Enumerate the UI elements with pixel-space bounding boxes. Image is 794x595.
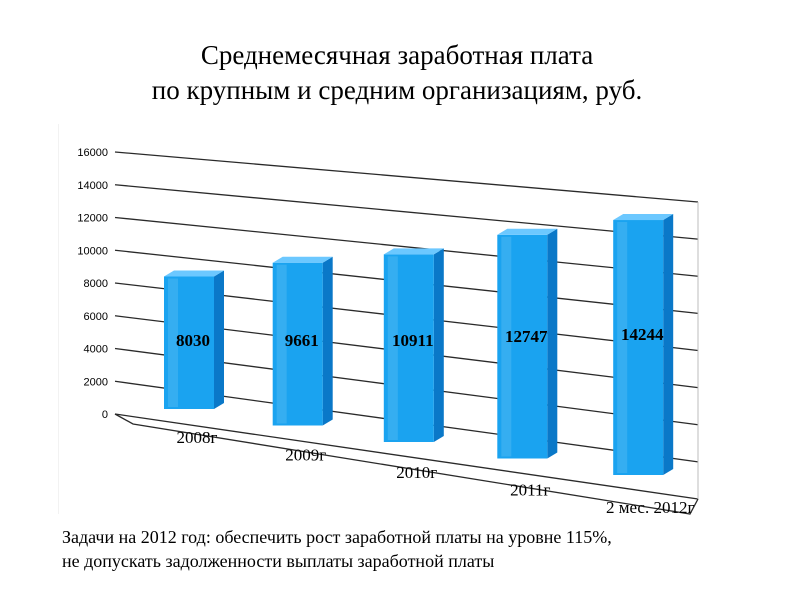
bar-top bbox=[497, 228, 558, 235]
bar-side bbox=[322, 256, 333, 426]
x-tick-label: 2011г bbox=[510, 481, 550, 500]
gridline bbox=[114, 216, 699, 277]
x-tick-label: 2009г bbox=[285, 446, 326, 465]
bar bbox=[613, 214, 674, 475]
bar-top bbox=[383, 248, 444, 255]
gridline bbox=[114, 184, 699, 240]
x-tick-label: 2008г bbox=[177, 428, 218, 447]
bar-front bbox=[497, 234, 548, 459]
bar bbox=[164, 270, 224, 409]
y-tick-label: 0 bbox=[102, 409, 108, 421]
x-tick-label: 2010г bbox=[396, 463, 437, 482]
data-label: 10911 bbox=[392, 331, 434, 350]
bar-highlight bbox=[387, 256, 398, 440]
bar-front bbox=[272, 262, 323, 426]
gridline bbox=[114, 151, 699, 203]
bar-front bbox=[383, 254, 434, 442]
bar bbox=[272, 256, 333, 426]
footer-line2: не допускать задолженности выплаты зараб… bbox=[62, 551, 495, 571]
bar-top bbox=[164, 270, 224, 277]
bar-top bbox=[272, 256, 333, 263]
x-axis-categories: 2008г 2009г 2010г 2011г 2 мес. 2012г bbox=[177, 428, 695, 517]
chart-title-line1: Среднемесячная заработная плата bbox=[200, 40, 594, 70]
bar-side bbox=[547, 228, 558, 459]
y-tick-label: 12000 bbox=[77, 213, 108, 225]
y-tick-label: 4000 bbox=[84, 344, 108, 356]
bar-front bbox=[164, 276, 214, 409]
bar-highlight bbox=[168, 278, 178, 407]
bar-highlight bbox=[276, 264, 287, 424]
footer-note: Задачи на 2012 год: обеспечить рост зара… bbox=[62, 525, 762, 573]
data-label: 8030 bbox=[176, 331, 210, 350]
bar-front bbox=[613, 220, 664, 475]
footer-line1: Задачи на 2012 год: обеспечить рост зара… bbox=[62, 527, 612, 547]
chart-title: Среднемесячная заработная плата по крупн… bbox=[0, 38, 794, 108]
bar-side bbox=[663, 214, 674, 475]
y-axis-ticks: 0 2000 4000 6000 8000 10000 12000 14000 16000 bbox=[77, 147, 108, 421]
bar-side bbox=[433, 248, 444, 442]
gridline bbox=[114, 413, 699, 500]
bar bbox=[497, 228, 558, 459]
bar bbox=[383, 248, 444, 442]
bar-highlight bbox=[501, 236, 512, 457]
bar-top bbox=[613, 214, 674, 221]
y-tick-label: 10000 bbox=[77, 245, 108, 257]
floor-edge bbox=[114, 413, 699, 515]
y-tick-label: 2000 bbox=[84, 376, 108, 388]
data-label: 9661 bbox=[285, 331, 319, 350]
bar-side bbox=[214, 270, 224, 409]
y-tick-label: 8000 bbox=[84, 278, 108, 290]
chart-floor bbox=[114, 202, 699, 515]
data-label: 14244 bbox=[621, 325, 664, 344]
data-label: 12747 bbox=[505, 327, 548, 346]
y-tick-label: 14000 bbox=[77, 180, 108, 192]
y-tick-label: 16000 bbox=[77, 147, 108, 159]
bar-chart: 0 2000 4000 6000 8000 10000 12000 14000 16000 80… bbox=[58, 124, 699, 517]
bars: 8030 9661 10911 12747 14244 bbox=[164, 214, 674, 475]
chart-title-line2: по крупным и средним организациям, руб. bbox=[151, 75, 643, 105]
x-tick-label: 2 мес. 2012г bbox=[606, 498, 695, 517]
bar-highlight bbox=[617, 222, 628, 473]
y-tick-label: 6000 bbox=[84, 311, 108, 323]
